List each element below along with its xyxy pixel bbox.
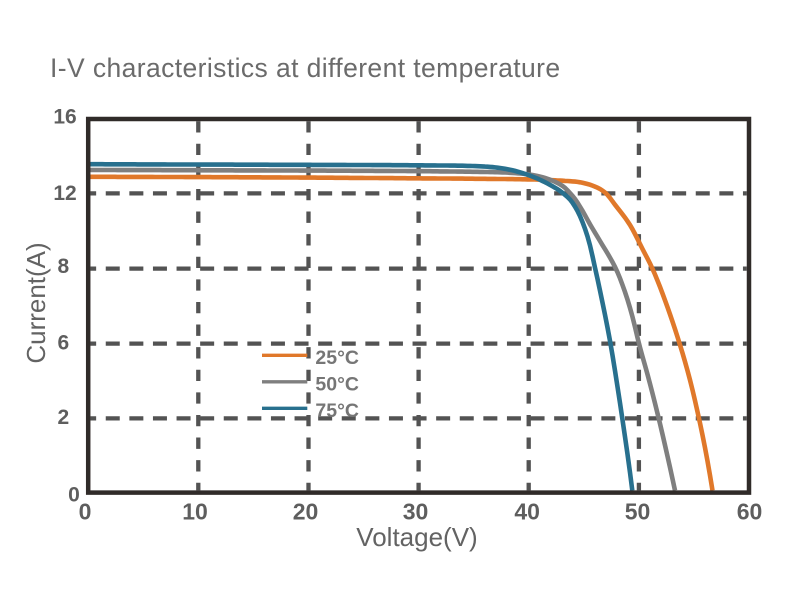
svg-text:25°C: 25°C	[315, 347, 359, 369]
svg-text:Current(A): Current(A)	[21, 242, 51, 363]
svg-text:10: 10	[182, 498, 208, 524]
svg-text:2: 2	[57, 406, 69, 429]
svg-text:60: 60	[737, 498, 763, 524]
svg-text:30: 30	[403, 498, 429, 524]
svg-text:8: 8	[57, 255, 69, 278]
svg-text:I-V characteristics at differe: I-V characteristics at different tempera…	[50, 53, 561, 83]
svg-text:50°C: 50°C	[315, 374, 359, 396]
svg-text:0: 0	[68, 484, 80, 507]
svg-text:0: 0	[79, 498, 92, 524]
svg-text:6: 6	[57, 331, 69, 354]
svg-text:40: 40	[514, 498, 540, 524]
svg-text:12: 12	[53, 182, 76, 205]
svg-text:75°C: 75°C	[315, 400, 359, 422]
svg-text:20: 20	[293, 498, 319, 524]
svg-text:50: 50	[625, 498, 651, 524]
svg-text:16: 16	[53, 106, 76, 129]
svg-text:Voltage(V): Voltage(V)	[356, 522, 477, 552]
